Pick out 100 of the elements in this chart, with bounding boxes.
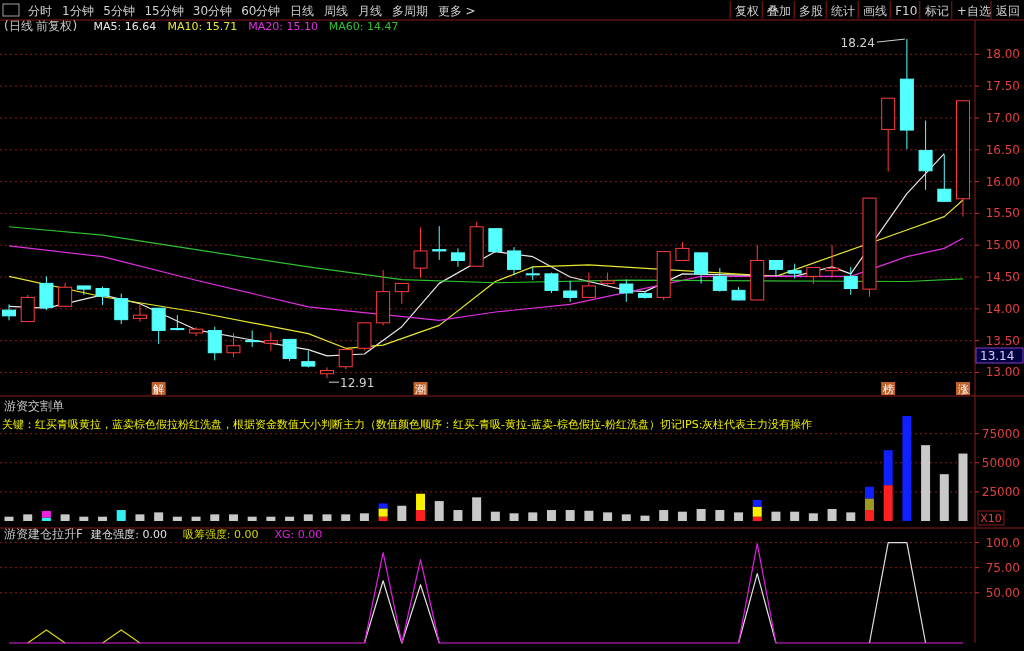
bar (4, 516, 14, 521)
annotation: 12.91 (340, 376, 375, 391)
bar (883, 485, 893, 521)
bar (247, 516, 257, 521)
text: 建仓强度: 0.00 (90, 528, 167, 541)
bar (939, 474, 949, 521)
text: F10 (895, 4, 918, 18)
chart-title: 游资建仓拉升F (4, 527, 83, 541)
text: 更多 > (437, 4, 476, 18)
bar (41, 517, 51, 521)
bar (453, 510, 463, 521)
bar (378, 516, 388, 521)
y-tick-label: 25000 (981, 484, 1020, 499)
bar (416, 510, 426, 521)
y-tick-label: 100.0 (985, 535, 1020, 550)
text: 叠加 (767, 4, 792, 18)
line-series (8, 542, 964, 644)
bar (584, 510, 594, 521)
annotation: 18.24 (840, 36, 875, 51)
candlestick (2, 303, 16, 321)
x-tick-label: 涨 (957, 383, 969, 396)
candlestick (488, 228, 503, 254)
candlestick (507, 246, 522, 276)
bar (397, 505, 407, 521)
text: MA60: 14.47 (328, 20, 399, 33)
candlestick (432, 225, 447, 261)
text: 15分钟 (144, 4, 184, 18)
bar (79, 516, 89, 521)
text: 月线 (357, 4, 382, 18)
bar (958, 453, 968, 521)
candlestick (320, 366, 334, 379)
y-tick-label: 16.00 (985, 174, 1020, 189)
candlestick (918, 120, 933, 191)
line-series (8, 237, 964, 321)
x-tick-label: 潮 (415, 383, 427, 396)
bar (172, 516, 182, 521)
text: 1分钟 (62, 4, 94, 18)
y-tick-label: 15.50 (985, 206, 1020, 221)
bar (883, 450, 893, 486)
y-tick-label: 14.50 (985, 270, 1020, 285)
text: X10 (980, 512, 1002, 525)
candlestick (825, 244, 840, 279)
y-tick-label: 15.00 (985, 238, 1020, 253)
bar (490, 511, 500, 521)
candlestick (843, 266, 858, 296)
candlestick (675, 241, 690, 261)
text: MA5: 16.64 (93, 20, 157, 33)
text: 5分钟 (103, 4, 135, 18)
line-series (8, 153, 945, 357)
text: 分时 (28, 4, 52, 18)
bar (696, 509, 706, 521)
text: 日线 (289, 4, 314, 18)
candlestick (338, 346, 353, 370)
text: 复权 (735, 4, 760, 18)
chart-subtitle: (日线 前复权) (4, 19, 78, 33)
bar (60, 514, 70, 521)
bar (864, 486, 874, 499)
text: 返回 (996, 4, 1020, 18)
text: MA10: 15.71 (167, 20, 238, 33)
bar (285, 516, 295, 521)
candlestick (937, 154, 952, 202)
bar (135, 514, 145, 521)
candlestick (282, 338, 297, 362)
bar (434, 501, 444, 521)
y-tick-label: 13.00 (985, 365, 1020, 380)
candlestick (450, 247, 465, 268)
candlestick (694, 252, 709, 284)
bar (528, 512, 538, 521)
x-tick-label: 解 (153, 383, 165, 396)
chart-title: 游资交割单 (4, 399, 64, 413)
y-tick-label: 75000 (981, 426, 1020, 441)
bar (23, 514, 33, 521)
candlestick (207, 326, 222, 361)
bar (864, 498, 874, 511)
bar (790, 511, 800, 521)
candlestick (394, 282, 409, 305)
bar (116, 510, 126, 521)
bar (715, 510, 725, 521)
candlestick (132, 304, 147, 323)
bar (509, 513, 519, 521)
text: 吸筹强度: 0.00 (182, 528, 259, 541)
bar (921, 445, 931, 521)
candlestick (413, 226, 428, 279)
bar (752, 506, 762, 517)
bar (771, 511, 781, 521)
bar (752, 516, 762, 521)
bar (846, 512, 856, 521)
bar (752, 500, 762, 507)
text: XG: 0.00 (274, 528, 323, 541)
bar (827, 509, 837, 521)
bar (677, 511, 687, 521)
candlestick (114, 293, 129, 325)
bar (41, 510, 51, 518)
text: 标记 (923, 4, 949, 18)
candlestick (151, 307, 166, 345)
y-tick-label: 75.00 (985, 560, 1020, 575)
text: 周线 (323, 4, 348, 18)
text: 60分钟 (241, 4, 281, 18)
y-tick-label: 50.00 (985, 585, 1020, 600)
bar (322, 514, 332, 521)
